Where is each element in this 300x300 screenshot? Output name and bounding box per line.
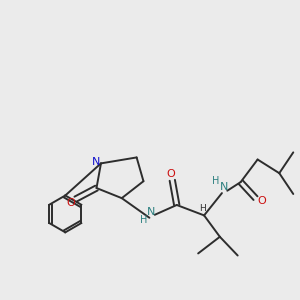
- Text: H: H: [140, 215, 148, 225]
- Text: O: O: [257, 196, 266, 206]
- Text: N: N: [147, 207, 155, 218]
- Text: N: N: [92, 157, 100, 167]
- Text: O: O: [66, 198, 75, 208]
- Text: H: H: [199, 204, 206, 213]
- Text: N: N: [220, 182, 229, 192]
- Text: O: O: [167, 169, 175, 179]
- Text: H: H: [212, 176, 219, 186]
